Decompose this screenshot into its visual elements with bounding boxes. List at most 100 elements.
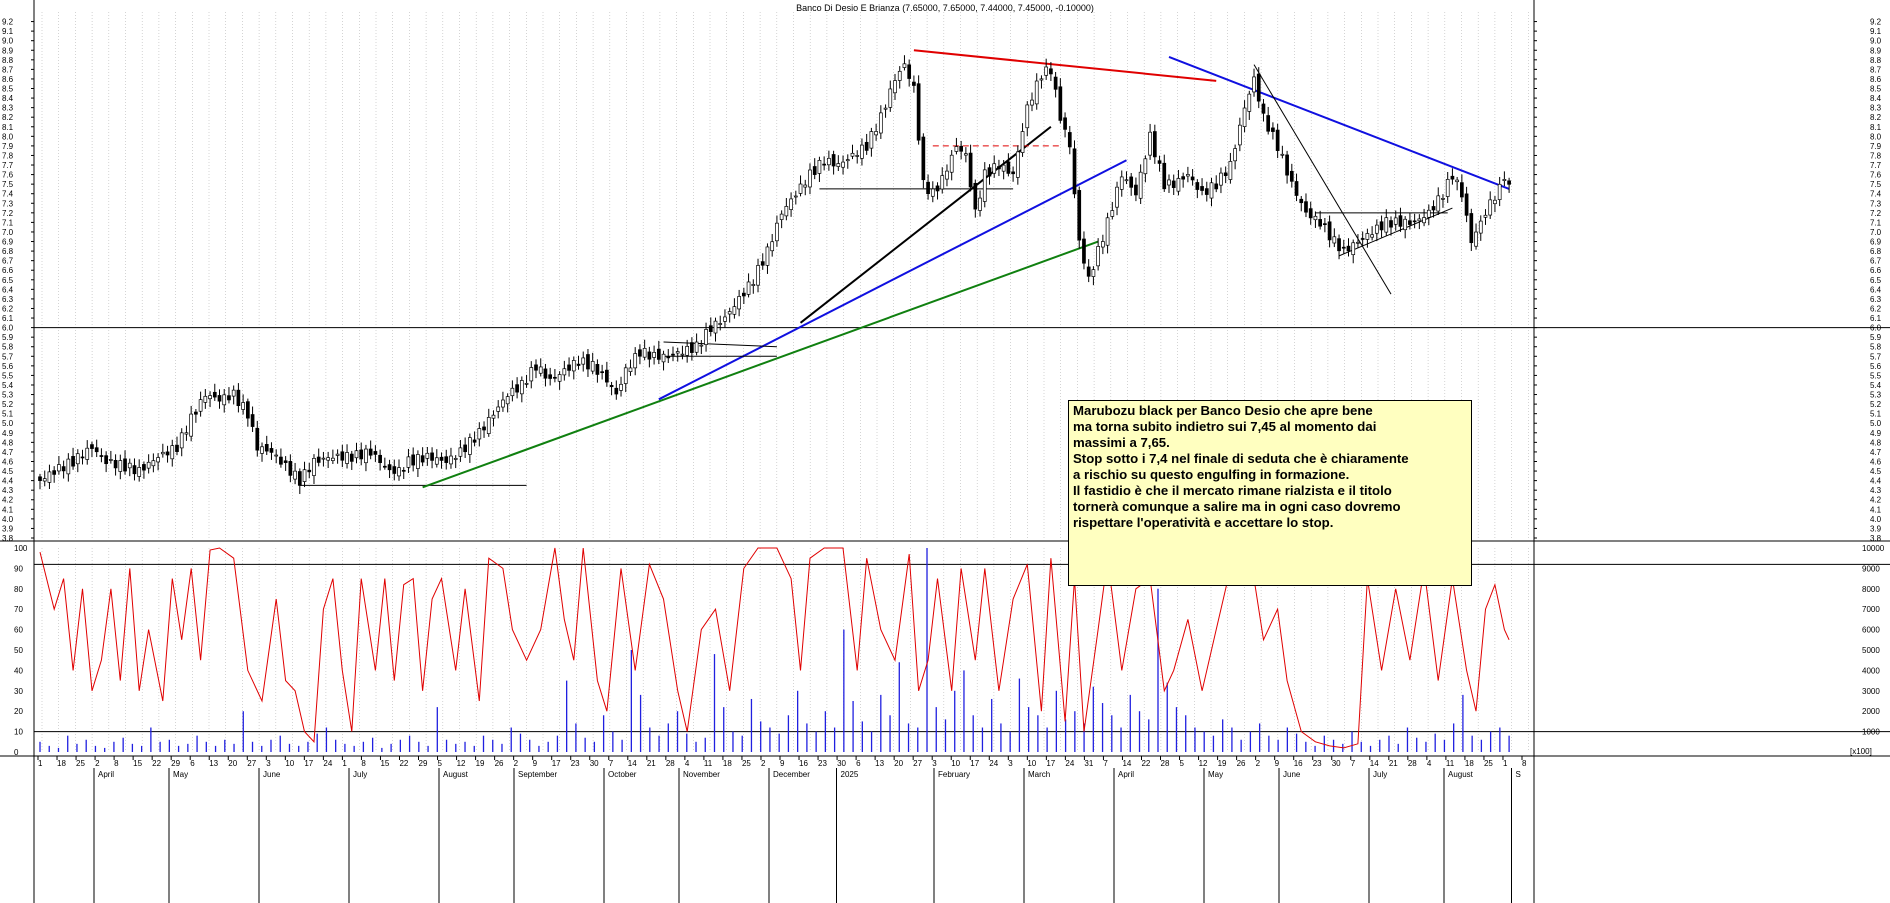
price-tick-label-left: 6.4: [2, 285, 14, 294]
candle-body: [1200, 186, 1204, 191]
candle-body: [656, 348, 661, 360]
candle-body: [453, 458, 458, 460]
candle-body: [444, 456, 449, 463]
candle-body: [1001, 164, 1006, 172]
candle-body: [1219, 172, 1223, 186]
date-day-label: 14: [1122, 759, 1131, 768]
candle-body: [1134, 184, 1138, 196]
candle-body: [401, 469, 406, 472]
date-day-label: 6: [856, 759, 861, 768]
month-label: May: [173, 770, 188, 779]
candle-body: [1077, 190, 1082, 241]
downtrend-line-blue: [1168, 56, 1510, 190]
candle-body: [1379, 221, 1384, 231]
price-tick-label-left: 4.5: [2, 467, 14, 476]
date-day-label: 19: [1218, 759, 1227, 768]
price-tick-label-right: 8.4: [1870, 94, 1882, 103]
price-tick-label-right: 9.1: [1870, 27, 1882, 36]
date-day-label: 2: [514, 759, 519, 768]
candle-body: [269, 448, 274, 453]
candle-body: [1327, 221, 1332, 241]
date-day-label: 10: [951, 759, 960, 768]
candle-body: [831, 154, 836, 167]
date-day-label: 14: [628, 759, 637, 768]
candle-body: [685, 345, 690, 356]
candle-body: [1020, 131, 1025, 153]
candle-body: [217, 395, 222, 402]
candle-body: [1337, 238, 1341, 252]
candle-body: [1285, 154, 1289, 176]
candle-body: [1294, 181, 1299, 196]
candle-body: [52, 470, 57, 475]
price-tick-label-left: 7.8: [2, 151, 14, 160]
date-day-label: 7: [1351, 759, 1356, 768]
candle-body: [954, 146, 959, 152]
oscillator-tick-label: 10: [14, 728, 23, 737]
price-tick-label-left: 5.3: [2, 391, 14, 400]
price-tick-label-left: 9.1: [2, 27, 14, 36]
candle-body: [1351, 242, 1356, 256]
candle-body: [912, 81, 916, 86]
candle-body: [142, 464, 146, 471]
candle-body: [548, 374, 553, 379]
annotation-line: Il fastidio è che il mercato rimane rial…: [1073, 483, 1392, 498]
price-tick-label-right: 8.6: [1870, 75, 1882, 84]
candle-body: [316, 456, 321, 463]
price-tick-label-right: 8.2: [1870, 113, 1882, 122]
candle-body: [113, 459, 118, 469]
price-tick-label-right: 4.8: [1870, 438, 1882, 447]
candle-body: [671, 353, 675, 356]
price-tick-label-left: 5.7: [2, 352, 14, 361]
price-tick-label-left: 4.8: [2, 438, 14, 447]
month-label: April: [98, 770, 114, 779]
date-day-label: 1: [342, 759, 347, 768]
date-day-label: 30: [1332, 759, 1341, 768]
candle-body: [1266, 115, 1271, 132]
candle-body: [902, 63, 907, 68]
price-tick-label-left: 4.2: [2, 496, 14, 505]
candle-body: [1124, 179, 1129, 182]
price-tick-label-left: 8.9: [2, 46, 14, 55]
oscillator-tick-label: 20: [14, 707, 23, 716]
date-day-label: 1: [38, 759, 43, 768]
candle-body: [227, 395, 231, 401]
candle-body: [288, 461, 293, 476]
date-day-label: 3: [932, 759, 937, 768]
oscillator-tick-label: 40: [14, 666, 23, 675]
candle-body: [449, 455, 453, 465]
candle-body: [1441, 198, 1445, 200]
price-tick-label-left: 4.6: [2, 457, 14, 466]
price-tick-label-left: 6.2: [2, 304, 14, 313]
candle-body: [486, 417, 491, 434]
candle-body: [127, 462, 132, 469]
annotation-note: Marubozu black per Banco Desio che apre …: [1068, 400, 1472, 586]
candle-body: [628, 367, 633, 372]
candle-body: [1332, 236, 1337, 244]
month-label: February: [938, 770, 970, 779]
price-tick-label-right: 9.0: [1870, 37, 1882, 46]
candle-body: [519, 380, 524, 395]
candle-body: [283, 460, 288, 463]
candle-body: [496, 406, 501, 412]
candle-body: [949, 154, 954, 173]
date-day-label: 30: [590, 759, 599, 768]
price-tick-label-right: 6.6: [1870, 266, 1882, 275]
candle-body: [1082, 238, 1086, 264]
month-label: November: [683, 770, 720, 779]
date-day-label: 23: [1313, 759, 1322, 768]
candle-body: [104, 455, 108, 465]
oscillator-tick-label: 80: [14, 585, 23, 594]
price-tick-label-left: 7.9: [2, 142, 14, 151]
volume-tick-label: 6000: [1862, 626, 1880, 635]
candle-body: [345, 452, 349, 464]
price-tick-label-right: 8.9: [1870, 46, 1882, 55]
candle-body: [326, 457, 331, 461]
candle-body: [38, 476, 42, 481]
candle-body: [194, 411, 198, 415]
candle-body: [1129, 176, 1134, 188]
price-tick-label-left: 8.4: [2, 94, 14, 103]
candle-body: [222, 394, 227, 406]
candle-body: [1398, 215, 1403, 227]
candle-body: [982, 169, 987, 202]
